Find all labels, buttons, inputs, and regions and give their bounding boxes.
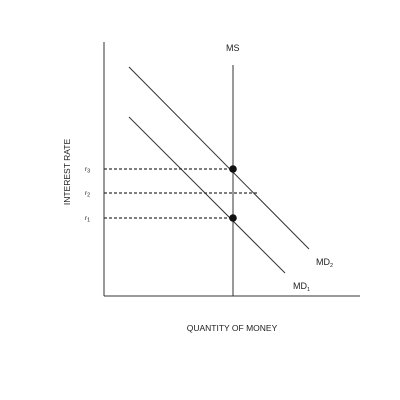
equilibrium-point-r1 [229,214,237,222]
r1-label: r1 [85,215,90,224]
md1-curve [128,116,286,274]
equilibrium-point-r3 [229,165,237,173]
y-axis-title: INTEREST RATE [62,139,72,206]
r3-label: r3 [85,166,90,175]
x-axis-title: QUANTITY OF MONEY [187,323,278,333]
md1-label: MD1 [293,281,310,293]
r2-label: r2 [85,190,90,199]
ms-label: MS [226,43,240,53]
md2-curve [128,66,310,250]
md2-label: MD2 [316,257,333,269]
